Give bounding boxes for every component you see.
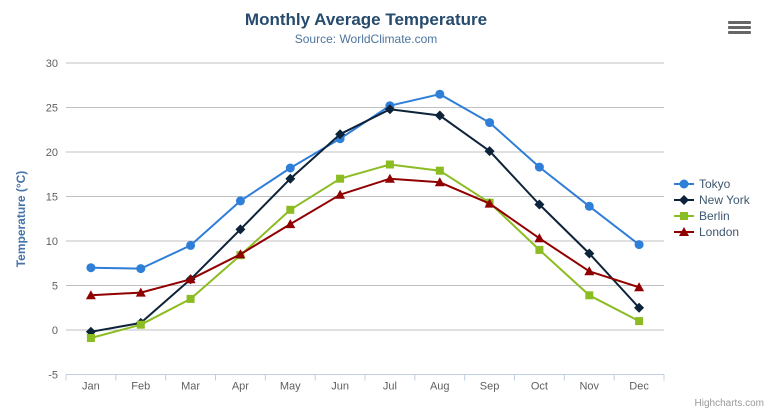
x-axis-label: Oct bbox=[531, 381, 548, 393]
data-point-tokyo-jan[interactable] bbox=[86, 263, 96, 273]
data-point-new-york-may[interactable] bbox=[285, 173, 296, 184]
data-point-tokyo-oct[interactable] bbox=[534, 162, 544, 172]
data-point-tokyo-may[interactable] bbox=[285, 163, 295, 173]
y-axis-label: 15 bbox=[46, 192, 58, 204]
export-menu-button[interactable] bbox=[724, 16, 756, 42]
series-tokyo[interactable] bbox=[86, 89, 644, 274]
data-point-berlin-may[interactable] bbox=[286, 205, 295, 214]
series-line-tokyo[interactable] bbox=[89, 93, 641, 270]
x-axis-label: Nov bbox=[579, 381, 599, 393]
legend-item-tokyo[interactable]: Tokyo bbox=[674, 176, 750, 192]
data-point-berlin-nov[interactable] bbox=[585, 291, 594, 300]
data-point-london-may[interactable] bbox=[285, 219, 296, 229]
series-line-new-york[interactable] bbox=[89, 108, 641, 333]
legend-marker-circle-icon bbox=[674, 179, 694, 189]
legend-item-new-york[interactable]: New York bbox=[674, 192, 750, 208]
data-point-berlin-jan[interactable] bbox=[86, 334, 95, 342]
y-axis-label: 30 bbox=[46, 58, 58, 70]
data-point-new-york-nov[interactable] bbox=[584, 248, 595, 259]
x-axis-label: Aug bbox=[430, 381, 450, 393]
data-point-tokyo-mar[interactable] bbox=[186, 240, 196, 250]
legend-marker-diamond-icon bbox=[674, 195, 694, 205]
data-point-new-york-jun[interactable] bbox=[335, 129, 346, 140]
x-axis-label: Sep bbox=[480, 381, 500, 393]
legend-marker-square-icon bbox=[674, 212, 694, 220]
x-axis-label: Jul bbox=[383, 381, 397, 393]
data-point-tokyo-aug[interactable] bbox=[435, 89, 445, 99]
data-point-tokyo-sep[interactable] bbox=[485, 118, 495, 128]
legend-glyph-tokyo[interactable] bbox=[679, 179, 689, 189]
series-line-london[interactable] bbox=[89, 177, 641, 297]
data-point-berlin-mar[interactable] bbox=[186, 294, 195, 303]
x-axis-label: May bbox=[280, 381, 301, 393]
y-axis-label: 5 bbox=[52, 281, 58, 293]
data-point-london-nov[interactable] bbox=[584, 266, 595, 276]
hamburger-icon bbox=[728, 21, 752, 34]
legend-label: Berlin bbox=[699, 209, 730, 223]
data-point-new-york-jul[interactable] bbox=[384, 104, 395, 115]
legend-label: Tokyo bbox=[699, 177, 731, 191]
x-axis-label: Apr bbox=[232, 381, 249, 393]
data-point-london-jul[interactable] bbox=[384, 173, 395, 183]
legend: Tokyo New York Berlin London bbox=[674, 176, 750, 240]
y-axis-label: 0 bbox=[52, 325, 58, 337]
y-axis-title: Temperature (°C) bbox=[14, 170, 28, 268]
x-axis-label: Jun bbox=[331, 381, 349, 393]
data-point-london-oct[interactable] bbox=[534, 233, 545, 243]
legend-glyph-london[interactable] bbox=[679, 227, 689, 236]
legend-glyph-berlin[interactable] bbox=[680, 212, 688, 220]
legend-label: London bbox=[699, 225, 740, 239]
series-new-york[interactable] bbox=[85, 104, 645, 337]
data-point-berlin-jul[interactable] bbox=[385, 160, 394, 169]
data-point-new-york-dec[interactable] bbox=[634, 302, 645, 313]
data-point-tokyo-nov[interactable] bbox=[584, 201, 594, 211]
data-point-berlin-oct[interactable] bbox=[535, 245, 544, 254]
data-point-berlin-dec[interactable] bbox=[635, 317, 644, 326]
series-london[interactable] bbox=[85, 173, 645, 300]
x-axis-label: Jan bbox=[82, 381, 100, 393]
data-point-london-apr[interactable] bbox=[235, 249, 246, 259]
series-line-berlin[interactable] bbox=[89, 163, 641, 339]
data-point-tokyo-dec[interactable] bbox=[634, 240, 644, 250]
y-axis-label: 20 bbox=[46, 147, 58, 159]
data-point-london-jun[interactable] bbox=[335, 189, 346, 199]
data-point-london-mar[interactable] bbox=[185, 274, 196, 284]
data-point-london-jan[interactable] bbox=[85, 290, 96, 300]
legend-item-london[interactable]: London bbox=[674, 224, 750, 240]
data-point-new-york-apr[interactable] bbox=[235, 224, 246, 235]
data-point-london-aug[interactable] bbox=[434, 177, 445, 187]
data-point-berlin-jun[interactable] bbox=[336, 174, 345, 183]
data-point-new-york-aug[interactable] bbox=[434, 110, 445, 121]
data-point-berlin-aug[interactable] bbox=[435, 166, 444, 175]
chart-subtitle: Source: WorldClimate.com bbox=[294, 32, 438, 46]
chart-title: Monthly Average Temperature bbox=[244, 10, 488, 29]
data-point-tokyo-apr[interactable] bbox=[235, 196, 245, 206]
x-axis-label: Mar bbox=[181, 381, 200, 393]
data-point-london-feb[interactable] bbox=[135, 287, 146, 297]
y-axis-label: 10 bbox=[46, 236, 58, 248]
legend-label: New York bbox=[699, 193, 750, 207]
x-axis-label: Feb bbox=[131, 381, 150, 393]
x-axis-label: Dec bbox=[629, 381, 649, 393]
data-point-new-york-oct[interactable] bbox=[534, 199, 545, 210]
data-point-new-york-sep[interactable] bbox=[484, 146, 495, 157]
data-point-berlin-feb[interactable] bbox=[136, 320, 145, 329]
y-axis-label: -5 bbox=[48, 370, 58, 382]
data-point-london-sep[interactable] bbox=[484, 198, 495, 208]
data-point-london-dec[interactable] bbox=[634, 282, 645, 292]
y-axis-label: 25 bbox=[46, 103, 58, 115]
legend-item-berlin[interactable]: Berlin bbox=[674, 208, 750, 224]
legend-marker-triangle-icon bbox=[674, 227, 694, 236]
credits-link[interactable]: Highcharts.com bbox=[694, 398, 764, 409]
data-point-tokyo-feb[interactable] bbox=[136, 264, 146, 274]
legend-glyph-new-york[interactable] bbox=[679, 195, 689, 205]
